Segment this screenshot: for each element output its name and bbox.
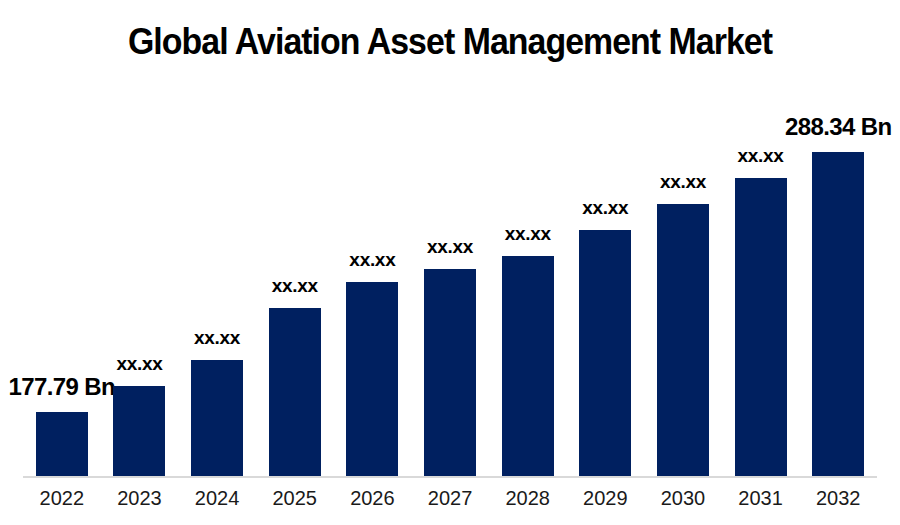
bar [113, 386, 165, 476]
bar-value-label: xx.xx [582, 197, 628, 219]
bar-group-2026: xx.xx [334, 249, 412, 476]
bar [191, 360, 243, 476]
bar-group-2027: xx.xx [411, 236, 489, 476]
bar-value-label: xx.xx [194, 327, 240, 349]
bar [735, 178, 787, 476]
bars-container: 177.79 Bn xx.xx xx.xx xx.xx xx.xx xx.xx xx.xx x… [23, 0, 877, 476]
x-axis-labels: 2022202320242025202620272028202920302031… [23, 487, 877, 510]
bar-group-2022: 177.79 Bn [23, 373, 101, 476]
x-axis-tick-label: 2024 [178, 487, 256, 510]
bar [424, 269, 476, 476]
bar-value-label: xx.xx [660, 171, 706, 193]
x-axis-tick-label: 2032 [799, 487, 877, 510]
x-axis-tick-label: 2030 [644, 487, 722, 510]
x-axis-tick-label: 2027 [411, 487, 489, 510]
x-axis-tick-label: 2028 [489, 487, 567, 510]
x-axis-tick-label: 2025 [256, 487, 334, 510]
bar-group-2031: xx.xx [722, 145, 800, 476]
bar [502, 256, 554, 476]
plot-area: 177.79 Bn xx.xx xx.xx xx.xx xx.xx xx.xx xx.xx x… [23, 0, 877, 525]
bar [657, 204, 709, 476]
x-axis-line [23, 476, 877, 478]
chart-canvas: Global Aviation Asset Management Market … [0, 0, 900, 525]
bar-value-label: xx.xx [349, 249, 395, 271]
bar-group-2030: xx.xx [644, 171, 722, 476]
bar-value-label: xx.xx [272, 275, 318, 297]
bar [579, 230, 631, 476]
bar-value-label: 177.79 Bn [8, 373, 115, 401]
bar-group-2032: 288.34 Bn [799, 113, 877, 476]
bar-value-label: xx.xx [505, 223, 551, 245]
x-axis-tick-label: 2031 [722, 487, 800, 510]
bar-group-2025: xx.xx [256, 275, 334, 476]
bar-value-label: xx.xx [738, 145, 784, 167]
x-axis-tick-label: 2029 [566, 487, 644, 510]
x-axis-tick-label: 2022 [23, 487, 101, 510]
bar [269, 308, 321, 476]
bar-group-2028: xx.xx [489, 223, 567, 476]
bar-value-label: 288.34 Bn [785, 113, 892, 141]
x-axis-tick-label: 2023 [101, 487, 179, 510]
bar-value-label: xx.xx [116, 353, 162, 375]
bar [812, 152, 864, 476]
bar-group-2023: xx.xx [101, 353, 179, 476]
bar [346, 282, 398, 476]
bar-group-2029: xx.xx [566, 197, 644, 476]
bar-group-2024: xx.xx [178, 327, 256, 476]
bar-value-label: xx.xx [427, 236, 473, 258]
x-axis-tick-label: 2026 [334, 487, 412, 510]
bar [36, 412, 88, 476]
